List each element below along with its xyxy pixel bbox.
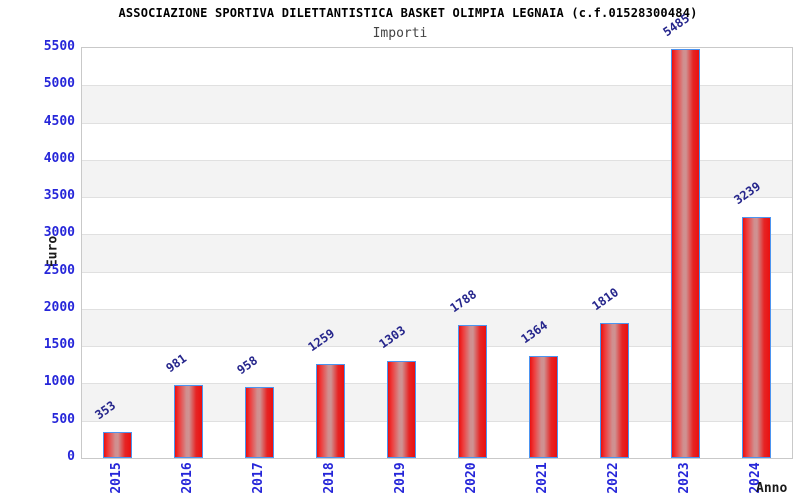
y-tick-label: 5500 [43,39,75,54]
bar-2024 [742,216,771,458]
y-tick-label: 4000 [43,150,75,166]
plot-area [81,47,793,459]
gridline [82,234,792,236]
y-tick-label: 2500 [43,262,75,278]
y-tick-label: 4500 [43,113,75,129]
gridline [82,85,792,87]
y-tick-label: 3000 [43,225,75,241]
y-tick-label: 5000 [43,76,75,92]
gridline [82,383,792,385]
y-tick-label: 1500 [43,337,75,353]
gridline [82,346,792,348]
bar-2017 [245,386,274,458]
gridline [82,122,792,124]
y-tick-label: 0 [67,449,75,464]
bar-2020 [458,324,487,458]
gridline [82,197,792,199]
bar-2022 [600,323,629,458]
bar-2015 [103,431,132,458]
bar-2019 [387,360,416,458]
chart-subtitle: Importi [372,26,428,41]
y-tick-label: 1000 [43,374,75,390]
bar-2016 [174,384,203,458]
y-tick-label: 3500 [43,188,75,204]
x-axis-title: Anno [756,481,788,496]
gridline [82,159,792,161]
bar-2021 [529,356,558,458]
y-tick-label: 500 [51,411,75,427]
chart-title: ASSOCIAZIONE SPORTIVA DILETTANTISTICA BA… [118,6,698,20]
gridline [82,308,792,310]
y-tick-label: 2000 [43,299,75,315]
gridline [82,420,792,422]
gridline [82,271,792,273]
bar-2018 [316,364,345,458]
bar-2023 [671,49,700,458]
